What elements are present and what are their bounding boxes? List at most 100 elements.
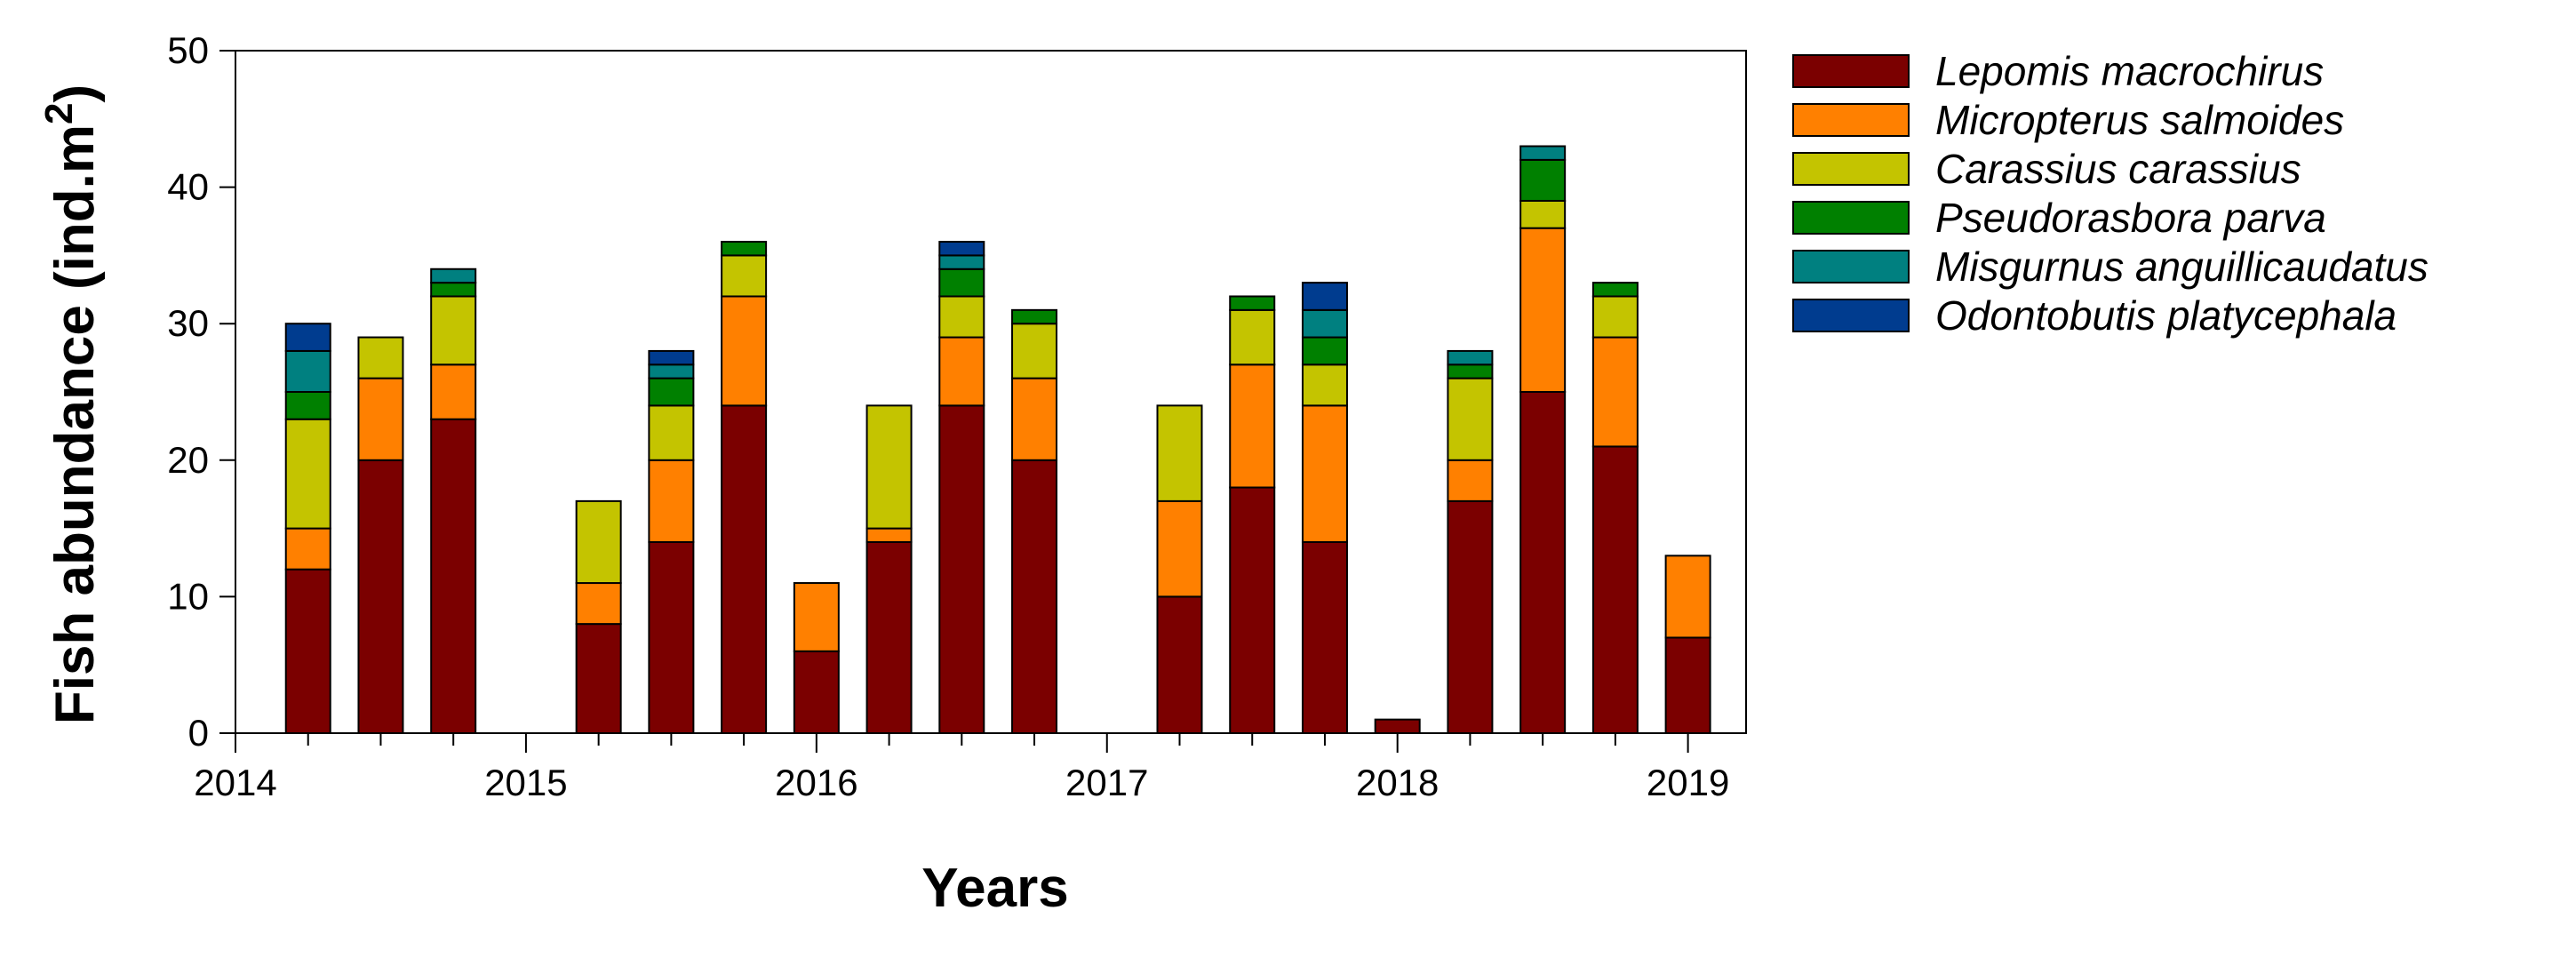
bar-segment-1-12 xyxy=(1301,404,1348,543)
bar-segment-0-6 xyxy=(793,650,840,735)
bar-segment-0-1 xyxy=(357,459,404,734)
bar-segment-5-8 xyxy=(938,241,985,257)
legend-swatch-4 xyxy=(1792,250,1910,283)
bar-segment-1-10 xyxy=(1156,499,1203,598)
bar-segment-3-16 xyxy=(1591,282,1639,298)
y-tick-label-1: 10 xyxy=(167,575,209,617)
bar-segment-0-11 xyxy=(1229,486,1276,735)
bar-segment-5-0 xyxy=(284,323,331,352)
bar-segment-2-11 xyxy=(1229,308,1276,366)
bar-segment-0-8 xyxy=(938,404,985,734)
bar-segment-3-14 xyxy=(1447,363,1494,379)
x-tick-label-4: 2018 xyxy=(1356,762,1439,803)
bar-segment-1-14 xyxy=(1447,459,1494,502)
legend-label-5: Odontobutis platycephala xyxy=(1935,292,2397,339)
bar-segment-4-0 xyxy=(284,349,331,394)
x-tick-label-0: 2014 xyxy=(194,762,276,803)
bar-segment-1-11 xyxy=(1229,363,1276,489)
bar-segment-3-12 xyxy=(1301,336,1348,366)
legend-label-0: Lepomis macrochirus xyxy=(1935,48,2324,94)
bar-segment-2-14 xyxy=(1447,377,1494,461)
bar-segment-1-16 xyxy=(1591,336,1639,448)
bar-segment-1-1 xyxy=(357,377,404,461)
bar-segment-3-15 xyxy=(1519,158,1567,202)
bar-segment-0-0 xyxy=(284,568,331,734)
y-axis-title-superscript: 2 xyxy=(37,103,81,124)
bar-segment-2-16 xyxy=(1591,295,1639,339)
bar-segment-1-0 xyxy=(284,527,331,571)
bar-segment-0-16 xyxy=(1591,445,1639,734)
bar-segment-3-5 xyxy=(721,241,768,257)
bar-segment-0-3 xyxy=(575,623,622,734)
plot-frame xyxy=(235,50,1747,734)
legend-swatch-0 xyxy=(1792,54,1910,88)
axes-layer xyxy=(219,50,1747,753)
bar-segment-0-13 xyxy=(1374,718,1421,735)
bar-segment-3-11 xyxy=(1229,295,1276,311)
x-tick-label-1: 2015 xyxy=(484,762,567,803)
legend-swatch-3 xyxy=(1792,201,1910,235)
bar-segment-3-8 xyxy=(938,267,985,298)
bar-segment-0-7 xyxy=(865,540,913,735)
bar-segment-3-0 xyxy=(284,391,331,420)
bar-segment-1-6 xyxy=(793,582,840,652)
x-axis-title: Years xyxy=(921,858,1069,919)
bar-segment-4-4 xyxy=(648,363,695,379)
bar-segment-2-4 xyxy=(648,404,695,461)
bar-segment-1-4 xyxy=(648,459,695,543)
bar-segment-0-10 xyxy=(1156,595,1203,735)
bar-segment-2-12 xyxy=(1301,363,1348,407)
bar-segment-2-5 xyxy=(721,254,768,298)
y-tick-label-3: 30 xyxy=(167,302,209,344)
y-tick-label-4: 40 xyxy=(167,166,209,208)
bar-segment-1-8 xyxy=(938,336,985,407)
y-tick-label-2: 20 xyxy=(167,439,209,481)
bar-segment-1-17 xyxy=(1664,555,1711,639)
bar-segment-0-9 xyxy=(1011,459,1058,734)
bar-segment-1-9 xyxy=(1011,377,1058,461)
bar-segment-2-9 xyxy=(1011,323,1058,379)
bar-segment-1-15 xyxy=(1519,227,1567,393)
legend-label-4: Misgurnus anguillicaudatus xyxy=(1935,243,2428,290)
bar-segment-0-2 xyxy=(430,418,477,734)
bar-segment-2-7 xyxy=(865,404,913,530)
bar-segment-2-0 xyxy=(284,418,331,530)
bar-segment-0-12 xyxy=(1301,540,1348,735)
legend-label-3: Pseudorasbora parva xyxy=(1935,195,2326,241)
y-tick-label-5: 50 xyxy=(167,29,209,71)
bar-segment-5-12 xyxy=(1301,282,1348,311)
bar-segment-0-5 xyxy=(721,404,768,734)
bar-segment-1-2 xyxy=(430,363,477,420)
bar-segment-3-2 xyxy=(430,282,477,298)
x-tick-label-2: 2016 xyxy=(775,762,857,803)
legend-swatch-2 xyxy=(1792,152,1910,186)
y-axis-title: Fish abundance (ind.m2) xyxy=(37,84,106,724)
bar-segment-1-7 xyxy=(865,527,913,543)
bar-segment-0-15 xyxy=(1519,391,1567,734)
x-tick-label-5: 2019 xyxy=(1647,762,1729,803)
legend-swatch-1 xyxy=(1792,103,1910,137)
bar-segment-2-15 xyxy=(1519,199,1567,229)
bar-segment-0-17 xyxy=(1664,636,1711,734)
bar-segment-3-9 xyxy=(1011,308,1058,325)
y-axis-title-main: Fish abundance (ind.m xyxy=(44,124,106,724)
bar-segment-4-12 xyxy=(1301,308,1348,339)
bar-segment-4-15 xyxy=(1519,145,1567,161)
legend-swatch-5 xyxy=(1792,299,1910,332)
bar-segment-2-10 xyxy=(1156,404,1203,502)
bar-segment-4-8 xyxy=(938,254,985,270)
bar-segment-0-14 xyxy=(1447,499,1494,734)
y-tick-label-0: 0 xyxy=(188,712,209,754)
bar-segment-1-3 xyxy=(575,582,622,626)
bar-segment-4-2 xyxy=(430,267,477,284)
bar-segment-3-4 xyxy=(648,377,695,407)
bar-segment-0-4 xyxy=(648,540,695,735)
bar-segment-2-2 xyxy=(430,295,477,366)
bar-segment-1-5 xyxy=(721,295,768,407)
labels-layer: 0 10 20 30 40 50 2014 2015 2016 2017 2018 2019 xyxy=(167,29,1729,803)
x-tick-label-3: 2017 xyxy=(1065,762,1148,803)
